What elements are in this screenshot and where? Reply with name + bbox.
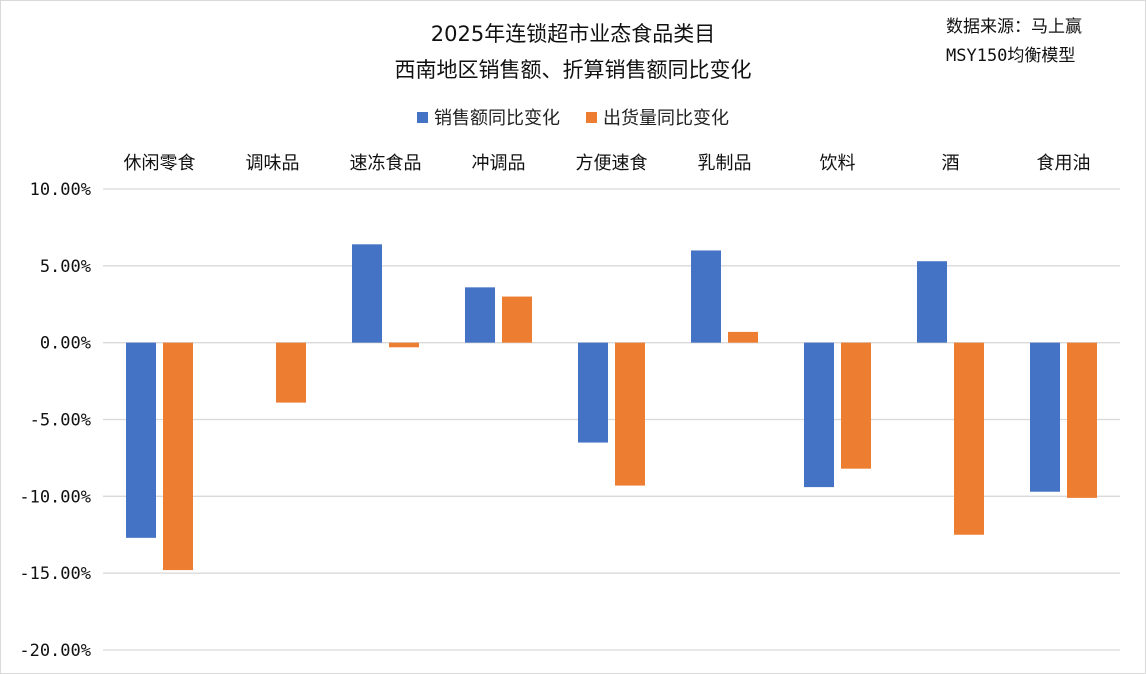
chart-title-line2: 西南地区销售额、折算销售额同比变化 (394, 58, 752, 82)
bar-sales (465, 287, 495, 343)
category-label: 调味品 (246, 153, 300, 174)
category-label: 休闲零食 (124, 153, 196, 174)
category-label: 食用油 (1037, 153, 1091, 174)
y-tick-label: 10.00% (30, 180, 91, 200)
bar-sales (804, 342, 834, 488)
bar-volume (1067, 342, 1097, 498)
bar-volume (841, 342, 871, 469)
bar-volume (728, 331, 758, 343)
bar-volume (954, 342, 984, 535)
category-label: 冲调品 (472, 153, 526, 174)
category-label: 方便速食 (576, 153, 648, 174)
y-tick-label: -5.00% (30, 411, 91, 431)
y-tick-label: -20.00% (19, 641, 91, 661)
category-label: 酒 (942, 153, 960, 174)
legend-swatch-volume (586, 111, 597, 123)
bar-sales (691, 250, 721, 343)
source-line1: 数据来源：马上赢 (946, 17, 1082, 37)
y-tick-label: 5.00% (40, 257, 91, 277)
chart-title-line1: 2025年连锁超市业态食品类目 (430, 22, 716, 46)
legend-swatch-sales (417, 111, 428, 123)
bar-volume (163, 342, 193, 571)
legend: 销售额同比变化 出货量同比变化 (0, 104, 1146, 130)
legend-label-volume: 出货量同比变化 (603, 108, 729, 129)
bar-sales (1030, 342, 1060, 492)
bar-sales (352, 244, 382, 343)
bar-sales (917, 261, 947, 343)
y-tick-label: -10.00% (19, 487, 91, 507)
category-label: 速冻食品 (350, 153, 422, 174)
source-line2: MSY150均衡模型 (946, 46, 1076, 66)
bar-sales (126, 342, 156, 538)
legend-item-sales: 销售额同比变化 (417, 104, 560, 130)
bar-volume (502, 296, 532, 343)
bar-volume (276, 342, 306, 403)
bar-volume (615, 342, 645, 486)
legend-item-volume: 出货量同比变化 (586, 104, 729, 130)
y-tick-label: 0.00% (40, 334, 91, 354)
y-tick-label: -15.00% (19, 564, 91, 584)
legend-label-sales: 销售额同比变化 (434, 108, 560, 129)
bar-sales (578, 342, 608, 443)
category-label: 饮料 (820, 153, 856, 174)
category-label: 乳制品 (698, 153, 752, 174)
bar-volume (389, 342, 419, 348)
